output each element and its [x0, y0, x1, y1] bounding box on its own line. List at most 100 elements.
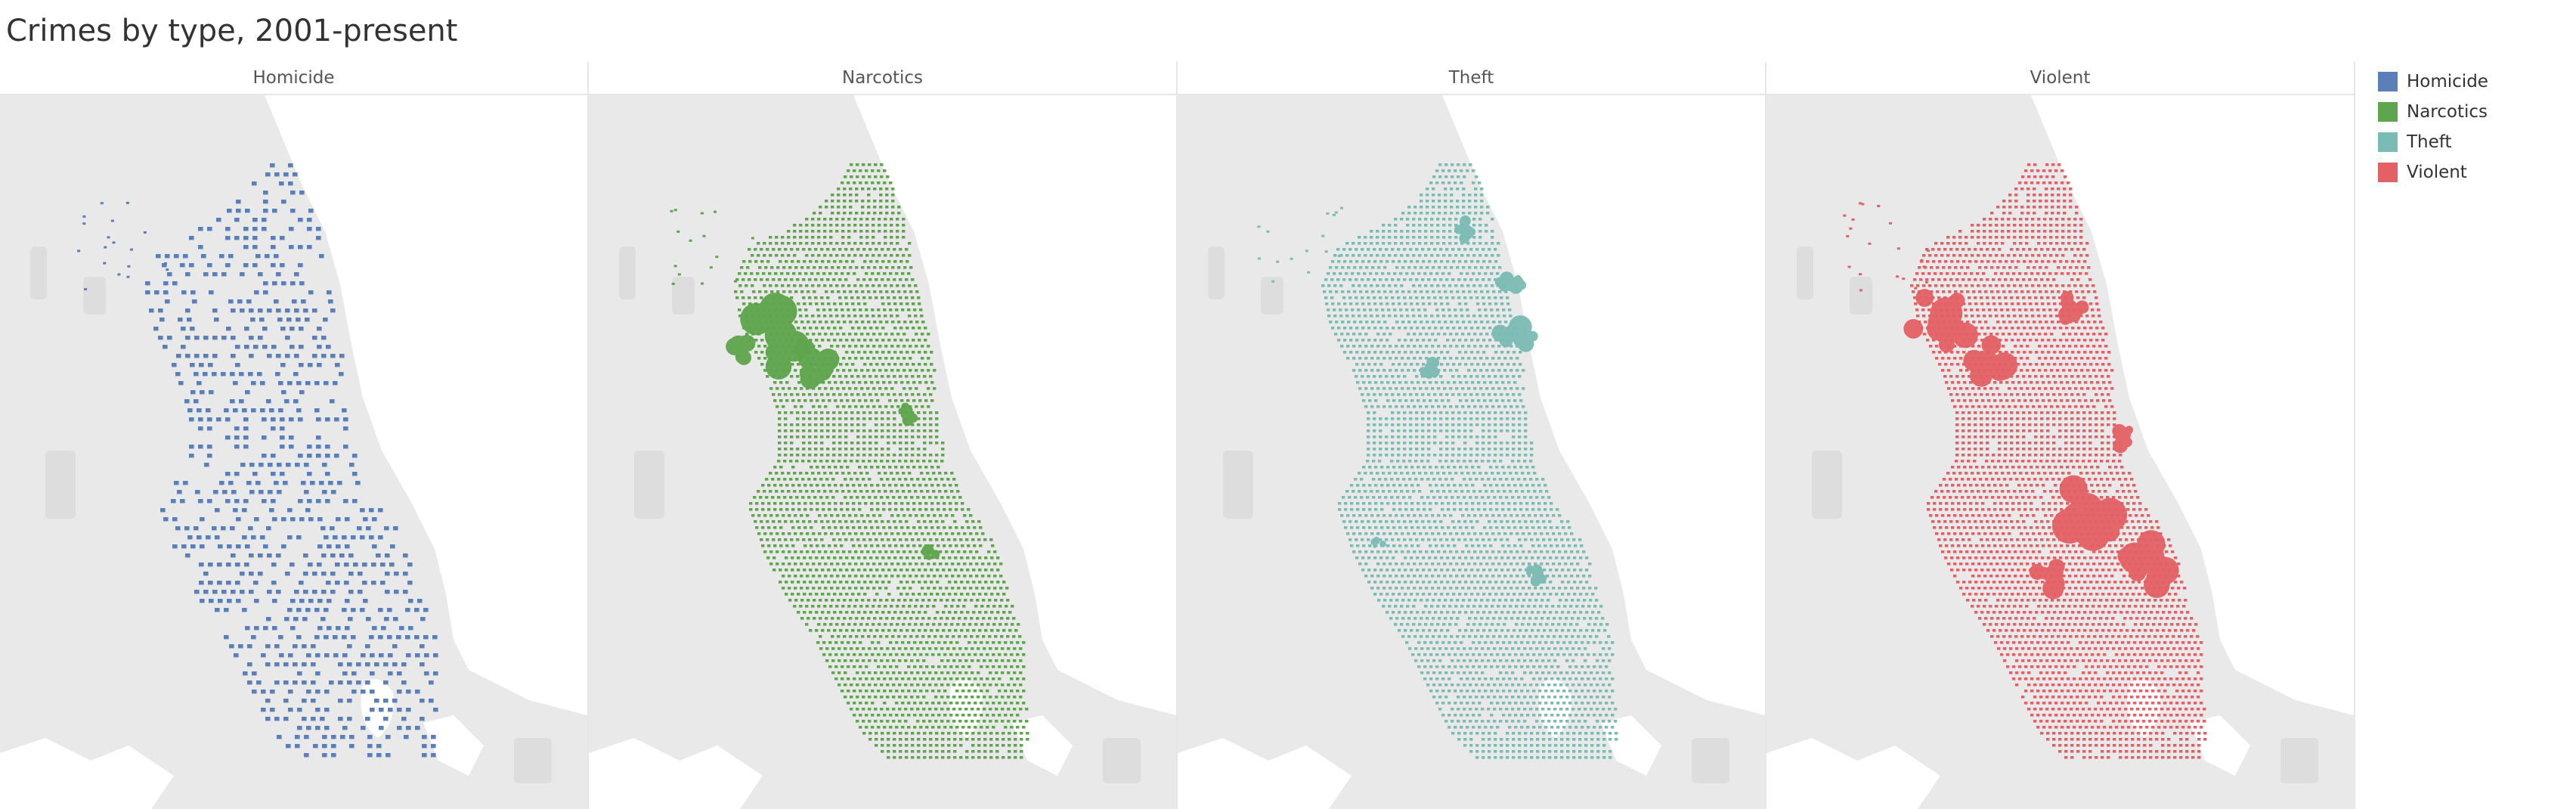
crime-dot [1442, 236, 1446, 239]
crime-dot [906, 363, 909, 366]
crime-dot [1469, 163, 1472, 166]
crime-dot [846, 508, 850, 511]
crime-dot [841, 236, 845, 239]
map-theft[interactable] [1178, 95, 1765, 809]
crime-dot [775, 284, 779, 287]
crime-dot [889, 665, 893, 668]
crime-dot [892, 659, 896, 662]
crime-dot [881, 260, 885, 263]
crime-dot [925, 726, 929, 729]
crime-dot [890, 623, 893, 626]
crime-dot [984, 569, 988, 572]
crime-dot [793, 236, 797, 239]
crime-dot [1428, 351, 1432, 354]
crime-dot [868, 248, 872, 251]
crime-dot [293, 617, 299, 621]
crime-dot [1002, 593, 1006, 596]
crime-dot [1446, 302, 1450, 305]
crime-dot [1001, 671, 1005, 674]
crime-dot [857, 581, 861, 584]
crime-dot [1406, 472, 1410, 475]
crime-dot [1342, 296, 1346, 299]
crime-dot [420, 699, 425, 703]
crime-dot [260, 535, 265, 540]
crime-dot [1507, 381, 1511, 384]
crime-dot [839, 260, 843, 263]
crime-dot [1410, 302, 1413, 305]
crime-dot [834, 466, 838, 469]
crime-dot [852, 544, 856, 547]
crime-dot [1386, 484, 1390, 487]
crime-dot [1431, 387, 1435, 390]
crime-dot [825, 266, 828, 269]
crime-dot [936, 593, 940, 596]
crime-dot [209, 390, 214, 395]
crime-dot [1392, 466, 1396, 469]
crime-dot [1370, 387, 1374, 390]
crime-dot [1518, 454, 1522, 457]
crime-dot [1459, 466, 1463, 469]
crime-dot [1370, 315, 1373, 318]
crime-dot [1416, 363, 1420, 366]
crime-dot [215, 535, 220, 540]
crime-dot [1482, 448, 1485, 451]
crime-dot [884, 284, 887, 287]
crime-dot [899, 393, 903, 396]
crime-dot [990, 556, 994, 559]
crime-dot [822, 544, 825, 547]
map-homicide[interactable] [0, 95, 587, 809]
crime-dot [757, 242, 760, 245]
crime-dot [865, 677, 868, 680]
crime-dot [1397, 375, 1401, 378]
crime-dot [1392, 399, 1396, 402]
crime-dot [296, 381, 302, 386]
crime-dot [823, 472, 827, 475]
crime-dot [1401, 405, 1404, 408]
crime-dot [1007, 720, 1011, 723]
crime-dot [308, 563, 313, 567]
crime-dot [242, 535, 247, 540]
crime-dot [1491, 472, 1494, 475]
crime-dot [203, 272, 209, 277]
crime-dot [949, 714, 953, 717]
crime-dot [1519, 399, 1523, 402]
crime-dot [208, 581, 213, 585]
crime-dot [702, 234, 706, 237]
crime-dot [1002, 629, 1006, 632]
crime-dot [865, 218, 869, 221]
crime-dot [280, 327, 286, 331]
crime-dot [1425, 357, 1429, 360]
crime-dot [895, 714, 899, 717]
crime-dot [1351, 315, 1355, 318]
crime-dot [903, 387, 906, 390]
crime-dot [231, 308, 236, 313]
crime-dot [757, 490, 760, 493]
crime-dot [200, 517, 205, 522]
map-narcotics[interactable] [589, 95, 1176, 809]
crime-dot [935, 738, 939, 741]
crime-dot [1396, 496, 1400, 499]
crime-dot [1506, 375, 1509, 378]
crime-dot [851, 260, 855, 263]
crime-dot [838, 435, 842, 439]
crime-dot [312, 354, 317, 358]
crime-dot [856, 720, 859, 723]
crime-dot [1363, 272, 1367, 275]
crime-dot [986, 623, 990, 626]
crime-dot [1004, 702, 1008, 705]
crime-dot [1500, 423, 1503, 426]
crime-dot [1401, 266, 1405, 269]
crime-dot [974, 714, 977, 717]
crime-dot [848, 550, 852, 553]
crime-dot [781, 254, 785, 257]
crime-dot [853, 254, 857, 257]
crime-dot [808, 411, 812, 414]
crime-dot [877, 726, 881, 729]
crime-dot [1475, 375, 1479, 378]
crime-dot [1497, 254, 1500, 257]
crime-dot [793, 242, 797, 245]
crime-dot [1469, 411, 1473, 414]
crime-dot [1359, 290, 1363, 293]
crime-dot [952, 671, 956, 674]
crime-dot [853, 665, 856, 668]
